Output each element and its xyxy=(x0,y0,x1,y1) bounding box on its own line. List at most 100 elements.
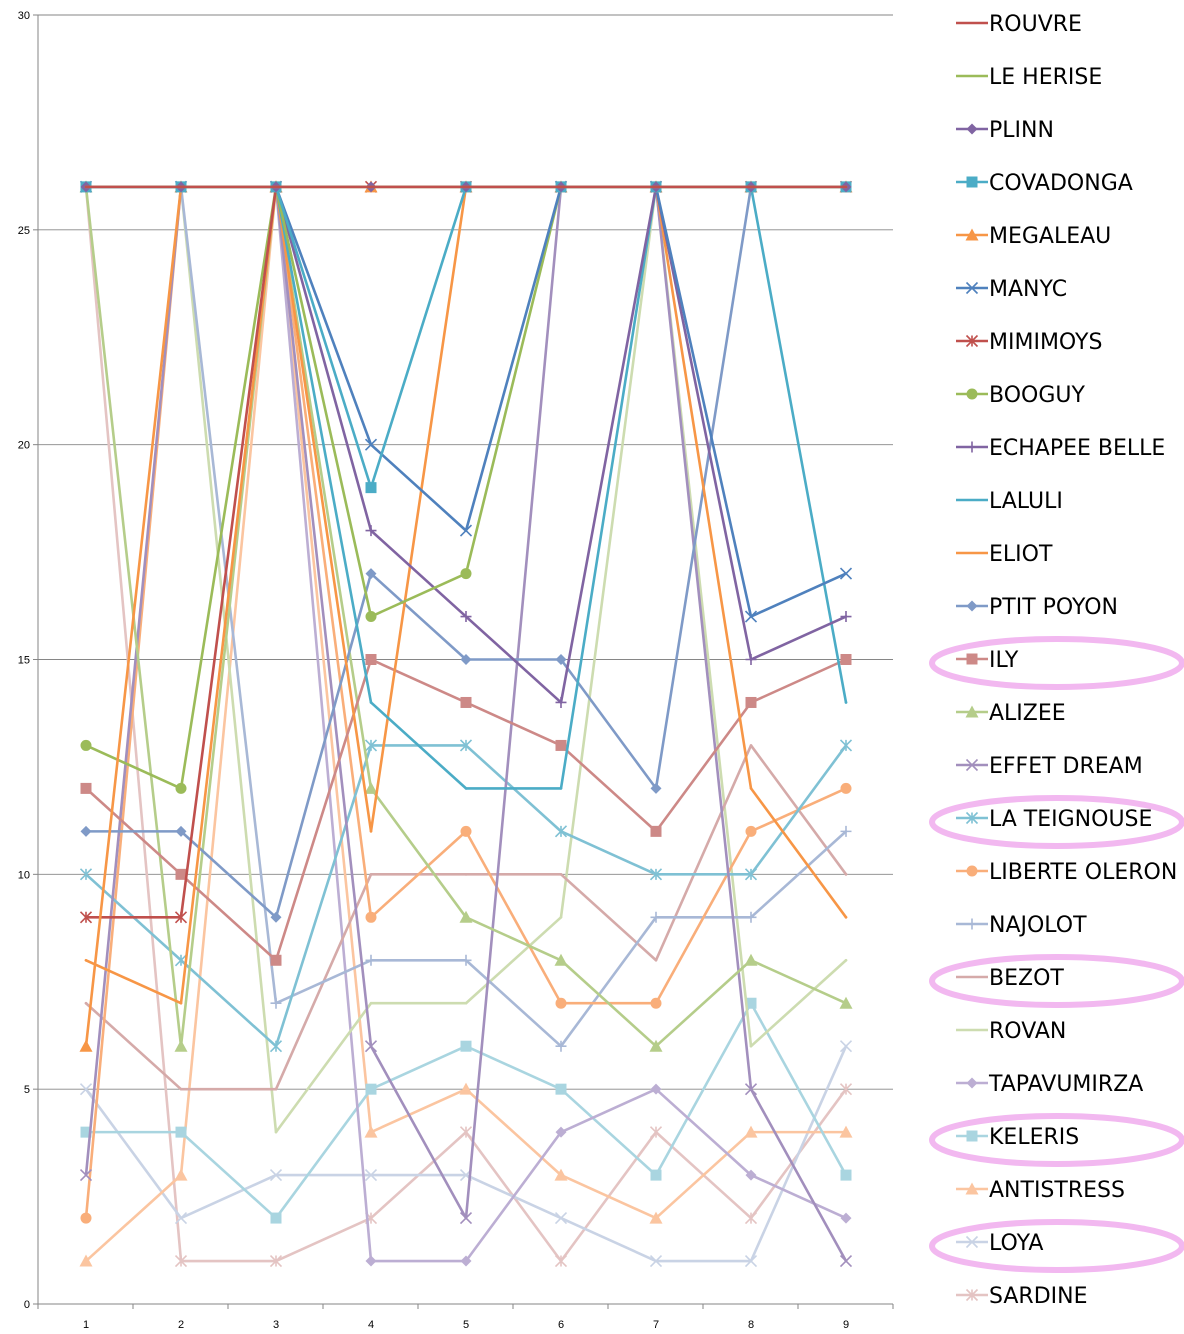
highlight-ellipse xyxy=(929,795,1184,849)
series-ily xyxy=(80,654,852,966)
legend-marker xyxy=(966,1077,978,1089)
legend-marker xyxy=(965,281,979,295)
legend-label: BOOGUY xyxy=(989,383,1085,408)
data-point-booguy xyxy=(365,611,377,623)
legend-item-ily: ILY xyxy=(929,636,1184,690)
data-point-eliot xyxy=(749,787,753,790)
data-point-bezot xyxy=(559,873,563,876)
data-point-rovan xyxy=(369,1001,373,1005)
legend-label: TAPAVUMIRZA xyxy=(988,1072,1143,1097)
data-point-loya xyxy=(174,1212,188,1225)
data-point-la-teignouse xyxy=(79,868,93,881)
legend-item-alizee: ALIZEE xyxy=(956,701,1066,726)
legend-item-keleris: KELERIS xyxy=(929,1113,1184,1167)
x-tick-label: 6 xyxy=(558,1319,564,1331)
legend-item-la-teignouse: LA TEIGNOUSE xyxy=(929,795,1184,849)
legend-label: LA TEIGNOUSE xyxy=(989,807,1152,832)
data-point-laluli xyxy=(369,701,373,704)
series-manyc xyxy=(79,180,853,623)
legend-item-le-herise: LE HERISE xyxy=(956,65,1102,90)
legend-item-rouvre: ROUVRE xyxy=(956,12,1082,37)
data-point-laluli xyxy=(559,787,563,790)
data-point-rouvre xyxy=(84,185,88,189)
data-point-booguy xyxy=(80,739,92,751)
legend-marker xyxy=(965,705,979,718)
legend-item-loya: LOYA xyxy=(929,1219,1184,1273)
legend-item-laluli: LALULI xyxy=(956,489,1063,514)
data-point-bezot xyxy=(274,1087,278,1091)
data-point-najolot xyxy=(745,911,757,923)
legend-item-ptit-poyon: PTIT POYON xyxy=(956,595,1118,620)
data-point-rouvre xyxy=(654,185,658,189)
legend-marker xyxy=(965,334,979,348)
data-point-keleris xyxy=(650,1169,662,1181)
data-point-liberte-oleron xyxy=(460,825,472,837)
data-point-liberte-oleron xyxy=(555,997,567,1009)
data-point-manyc xyxy=(839,567,853,580)
legend-item-rovan: ROVAN xyxy=(956,1019,1066,1044)
data-point-sardine xyxy=(269,1254,283,1268)
legend-label: LALULI xyxy=(989,489,1063,514)
legend-marker xyxy=(966,600,978,612)
legend-label: COVADONGA xyxy=(989,171,1133,196)
legend-item-najolot: NAJOLOT xyxy=(956,913,1087,938)
data-point-echapee-belle xyxy=(840,611,852,623)
data-point-ily xyxy=(650,825,662,837)
data-point-najolot xyxy=(460,954,472,966)
data-point-sardine xyxy=(174,1254,188,1268)
data-point-antistress xyxy=(839,1125,853,1138)
data-point-keleris xyxy=(175,1126,187,1138)
data-point-alizee xyxy=(839,996,853,1009)
y-tick-label: 5 xyxy=(24,1084,30,1096)
legend-item-manyc: MANYC xyxy=(956,277,1067,302)
data-point-antistress xyxy=(364,1125,378,1138)
x-tick-label: 3 xyxy=(273,1319,279,1331)
data-point-keleris xyxy=(80,1126,92,1138)
legend-label: MANYC xyxy=(989,277,1067,302)
legend-label: SARDINE xyxy=(989,1284,1088,1309)
data-point-sardine xyxy=(459,1126,473,1139)
x-tick-label: 2 xyxy=(178,1319,184,1331)
data-point-antistress xyxy=(459,1082,473,1095)
data-point-mimimoys xyxy=(79,911,93,924)
data-point-la-teignouse xyxy=(554,825,568,838)
legend-label: MEGALEAU xyxy=(989,224,1111,249)
legend-item-eliot: ELIOT xyxy=(956,542,1053,567)
data-point-loya xyxy=(79,1083,93,1096)
data-point-liberte-oleron xyxy=(80,1212,92,1224)
series-antistress xyxy=(79,180,853,1267)
data-point-liberte-oleron xyxy=(745,825,757,837)
data-point-liberte-oleron xyxy=(650,997,662,1009)
y-tick-label: 20 xyxy=(18,440,30,452)
series-line-ptit-poyon xyxy=(84,185,848,919)
data-point-loya xyxy=(364,1169,378,1182)
data-point-antistress xyxy=(649,1211,663,1224)
data-point-rouvre xyxy=(464,185,468,189)
data-point-manyc xyxy=(459,524,473,537)
legend-label: LIBERTE OLERON xyxy=(989,860,1177,885)
legend-marker xyxy=(966,865,978,877)
data-point-ptit-poyon xyxy=(650,782,662,794)
data-point-loya xyxy=(269,1169,283,1182)
series-keleris xyxy=(80,997,852,1224)
series-line-mimimoys xyxy=(84,185,848,919)
x-tick-label: 4 xyxy=(368,1319,374,1331)
data-point-rouvre xyxy=(844,185,848,189)
data-point-loya xyxy=(839,1040,853,1053)
data-point-sardine xyxy=(649,1126,663,1139)
data-point-ily xyxy=(460,696,472,708)
legend-label: BEZOT xyxy=(989,966,1064,991)
legend-item-echapee-belle: ECHAPEE BELLE xyxy=(956,436,1165,461)
data-point-rovan xyxy=(749,1044,753,1048)
series-line-loya xyxy=(84,1044,848,1263)
series-bezot xyxy=(84,744,848,1091)
data-point-laluli xyxy=(464,787,468,790)
series-rouvre xyxy=(84,185,848,189)
data-point-la-teignouse xyxy=(364,739,378,752)
y-tick-label: 15 xyxy=(18,655,30,667)
legend-marker xyxy=(966,1130,978,1142)
data-point-echapee-belle xyxy=(555,696,567,708)
legend-item-covadonga: COVADONGA xyxy=(956,171,1133,196)
y-tick-label: 0 xyxy=(24,1299,30,1311)
